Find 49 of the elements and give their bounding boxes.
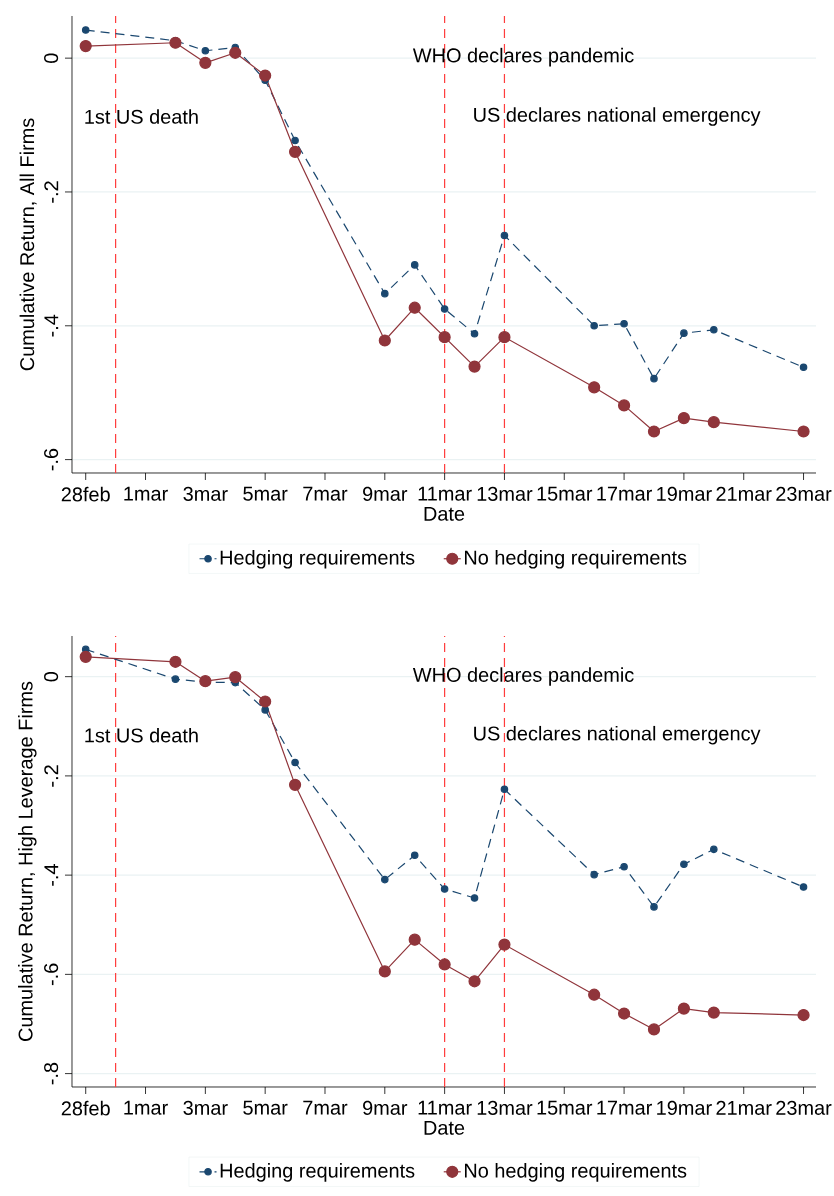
ref-line-label: WHO declares pandemic bbox=[412, 47, 634, 67]
x-tick-label: 1mar bbox=[124, 486, 168, 501]
ref-line-label: US declares national emergency bbox=[474, 107, 761, 126]
x-axis-title: Date bbox=[424, 1120, 465, 1135]
ref-line-label: US declares national emergency bbox=[474, 725, 761, 745]
y-axis-title: Cumulative Return, High Leverage Firms bbox=[18, 681, 37, 1041]
legend-label: No hedging requirements bbox=[464, 1163, 687, 1182]
y-tick-label: -.6 bbox=[44, 963, 59, 986]
legend-label: Hedging requirements bbox=[220, 1163, 415, 1182]
x-tick-label: 1mar bbox=[124, 1100, 168, 1115]
y-tick-label: -.2 bbox=[44, 765, 59, 787]
y-tick-label: 0 bbox=[44, 53, 59, 63]
ref-line-label: 1st US death bbox=[85, 727, 198, 743]
x-tick-label: 3mar bbox=[183, 486, 228, 501]
x-tick-label: 28feb bbox=[61, 486, 110, 502]
y-tick-label: 0 bbox=[44, 671, 59, 682]
ref-line-label: 1st US death bbox=[85, 109, 198, 124]
x-tick-label: 23mar bbox=[776, 1100, 832, 1115]
x-tick-label: 17mar bbox=[597, 486, 652, 501]
y-tick-label: -.4 bbox=[44, 864, 59, 886]
x-tick-label: 13mar bbox=[477, 486, 533, 501]
x-tick-label: 11mar bbox=[418, 486, 472, 501]
y-tick-label: -.6 bbox=[44, 448, 59, 471]
x-tick-label: 21mar bbox=[716, 486, 772, 501]
x-tick-label: 9mar bbox=[363, 1100, 408, 1115]
x-tick-label: 13mar bbox=[477, 1100, 533, 1115]
y-tick-label: -.2 bbox=[44, 181, 59, 203]
x-tick-label: 15mar bbox=[537, 486, 593, 501]
x-tick-label: 17mar bbox=[597, 1100, 652, 1115]
x-tick-label: 19mar bbox=[657, 1100, 712, 1115]
x-tick-label: 23mar bbox=[776, 486, 832, 501]
y-tick-label: -.4 bbox=[44, 314, 59, 337]
y-axis-title: Cumulative Return, All Firms bbox=[19, 118, 37, 371]
x-tick-label: 19mar bbox=[657, 486, 712, 501]
x-tick-label: 11mar bbox=[418, 1100, 472, 1115]
ref-line-label: WHO declares pandemic bbox=[412, 667, 634, 686]
x-tick-label: 3mar bbox=[183, 1100, 228, 1115]
x-axis-title: Date bbox=[424, 506, 465, 521]
x-tick-label: 7mar bbox=[303, 1100, 348, 1115]
x-tick-label: 21mar bbox=[716, 1100, 772, 1115]
x-tick-label: 15mar bbox=[537, 1100, 593, 1115]
x-tick-label: 28feb bbox=[61, 1100, 110, 1116]
x-tick-label: 5mar bbox=[243, 1100, 288, 1115]
x-tick-label: 9mar bbox=[363, 486, 408, 501]
x-tick-label: 7mar bbox=[303, 486, 348, 501]
legend-label: Hedging requirements bbox=[220, 550, 415, 569]
x-tick-label: 5mar bbox=[243, 486, 288, 501]
y-tick-label: -.8 bbox=[44, 1062, 59, 1085]
legend-label: No hedging requirements bbox=[464, 550, 687, 569]
